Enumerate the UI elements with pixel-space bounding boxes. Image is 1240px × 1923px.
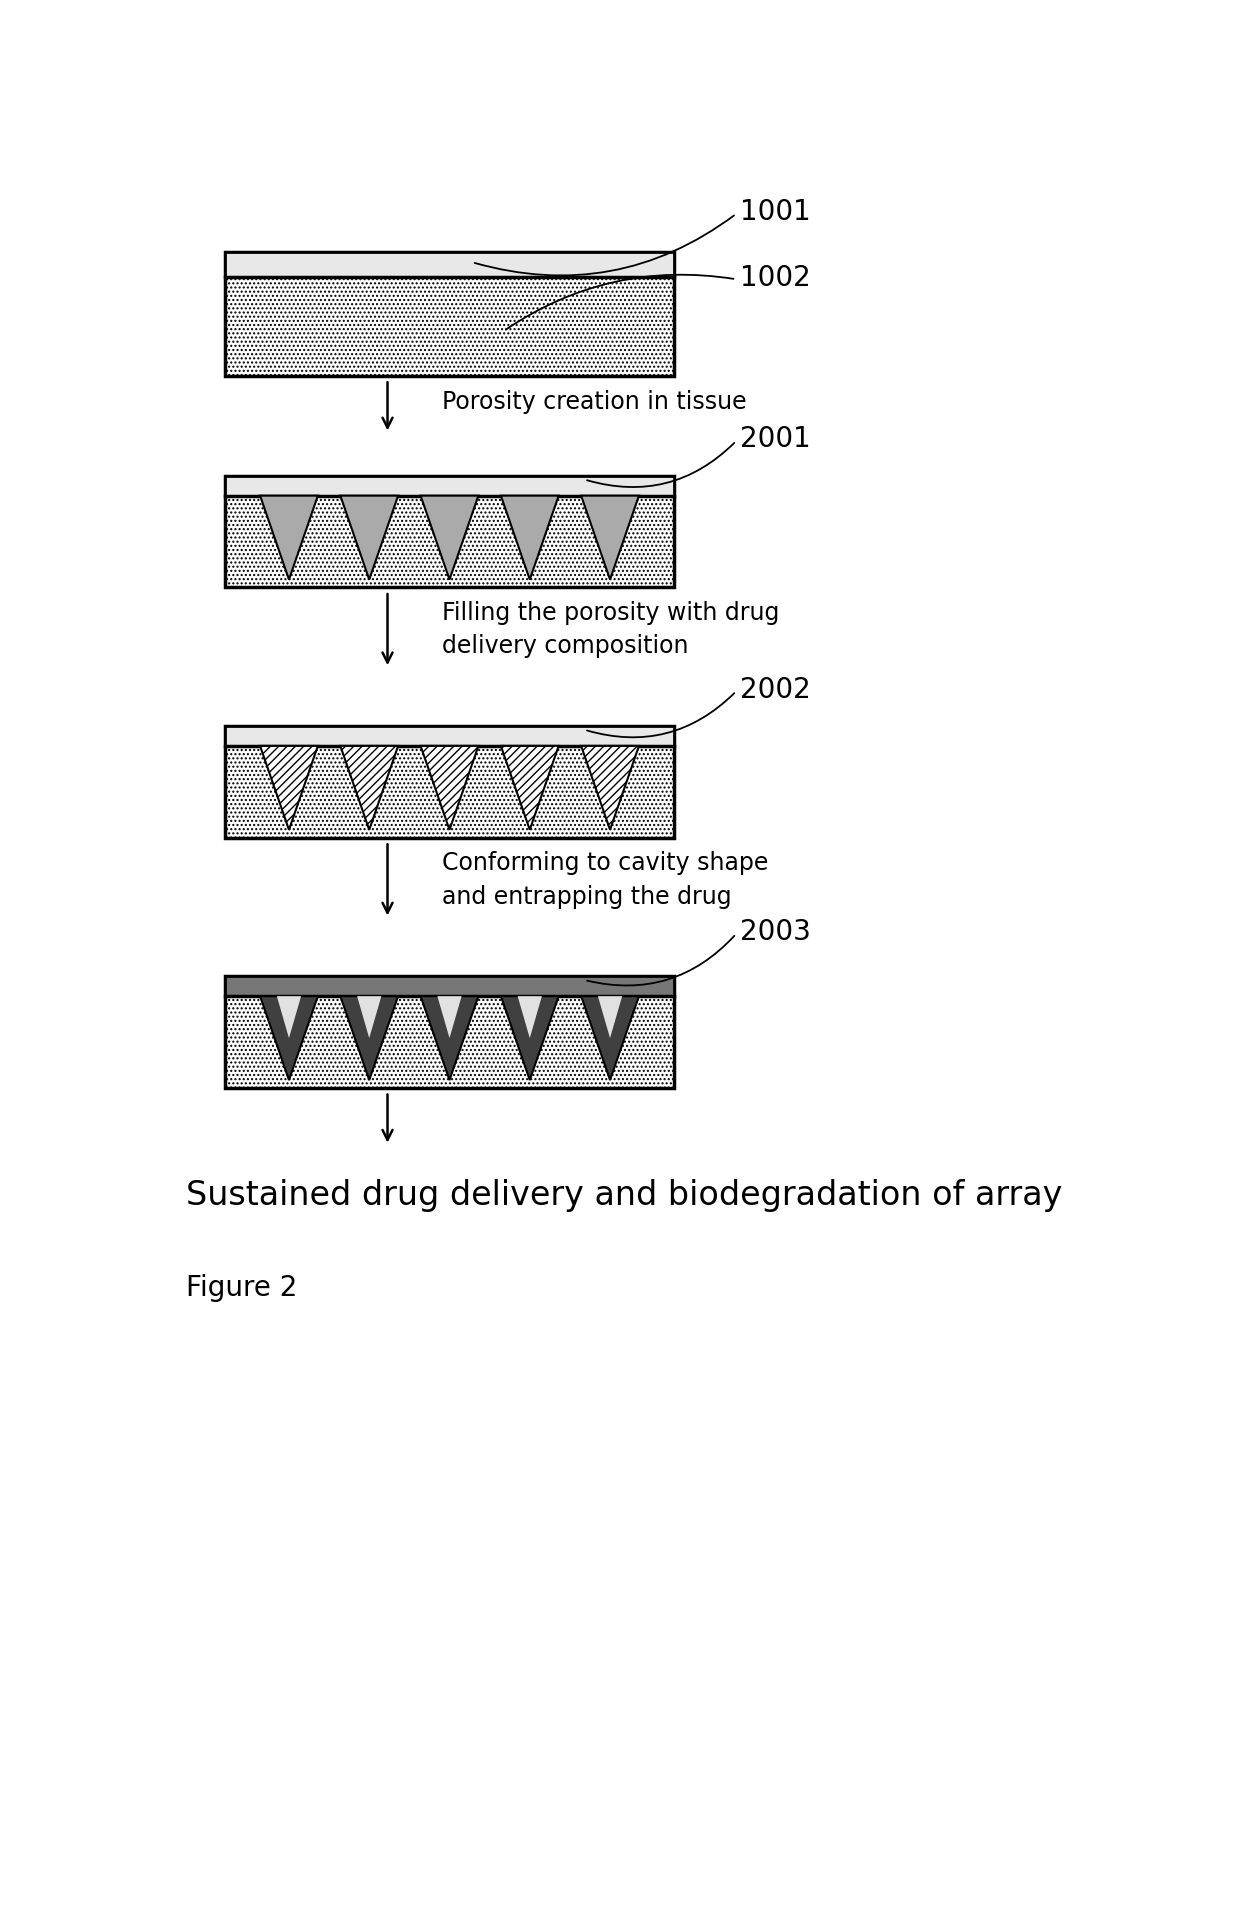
Polygon shape	[501, 996, 559, 1081]
Bar	[224, 475, 675, 587]
Bar	[224, 252, 675, 277]
Polygon shape	[598, 996, 622, 1038]
Text: Porosity creation in tissue: Porosity creation in tissue	[441, 390, 746, 415]
Polygon shape	[340, 496, 398, 579]
Polygon shape	[420, 496, 479, 579]
Text: 1002: 1002	[740, 263, 811, 292]
Text: 1001: 1001	[740, 198, 811, 227]
Polygon shape	[277, 996, 301, 1038]
Polygon shape	[357, 996, 382, 1038]
Bar	[224, 475, 675, 496]
Bar	[224, 725, 675, 838]
Polygon shape	[582, 996, 639, 1081]
Polygon shape	[260, 746, 317, 831]
Polygon shape	[438, 996, 461, 1038]
Polygon shape	[582, 746, 639, 831]
Text: Filling the porosity with drug
delivery composition: Filling the porosity with drug delivery …	[441, 600, 779, 658]
Polygon shape	[260, 496, 317, 579]
Text: Sustained drug delivery and biodegradation of array: Sustained drug delivery and biodegradati…	[186, 1179, 1063, 1211]
Polygon shape	[582, 496, 639, 579]
Bar	[224, 977, 675, 1088]
Text: 2002: 2002	[740, 675, 811, 704]
Bar	[224, 252, 675, 375]
Polygon shape	[501, 746, 559, 831]
Polygon shape	[260, 996, 317, 1081]
Polygon shape	[501, 496, 559, 579]
Text: 2003: 2003	[740, 917, 811, 946]
Polygon shape	[340, 746, 398, 831]
Polygon shape	[420, 746, 479, 831]
Polygon shape	[340, 996, 398, 1081]
Polygon shape	[420, 996, 479, 1081]
Bar	[224, 725, 675, 746]
Text: Figure 2: Figure 2	[186, 1273, 298, 1302]
Text: Conforming to cavity shape
and entrapping the drug: Conforming to cavity shape and entrappin…	[441, 852, 768, 910]
Polygon shape	[517, 996, 542, 1038]
Text: 2001: 2001	[740, 425, 811, 454]
Bar	[224, 977, 675, 996]
